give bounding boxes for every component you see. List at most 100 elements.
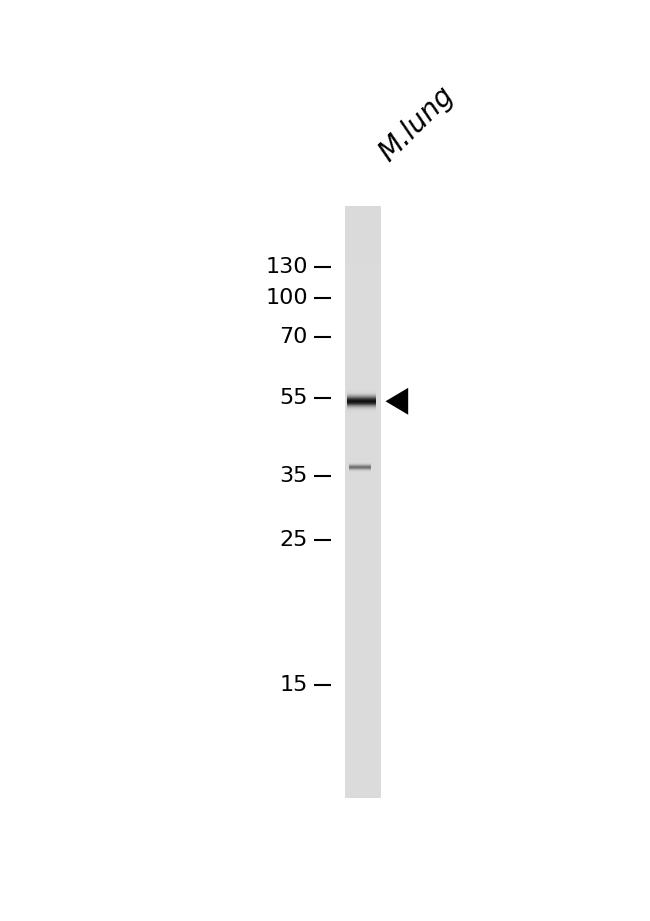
- Bar: [345, 374, 382, 376]
- Bar: [345, 505, 382, 507]
- Bar: [345, 753, 382, 755]
- Bar: [345, 507, 382, 508]
- Bar: [345, 220, 382, 222]
- Bar: [345, 597, 382, 599]
- Bar: [345, 474, 382, 477]
- Bar: [345, 234, 382, 236]
- Bar: [345, 694, 382, 695]
- Bar: [345, 692, 382, 694]
- Bar: [345, 471, 382, 472]
- Bar: [345, 542, 382, 543]
- Bar: [345, 759, 382, 761]
- Bar: [345, 358, 382, 360]
- Bar: [345, 726, 382, 728]
- Bar: [345, 408, 382, 410]
- Bar: [345, 676, 382, 678]
- Bar: [345, 417, 382, 419]
- Bar: [345, 265, 382, 267]
- Bar: [345, 368, 382, 370]
- Bar: [345, 376, 382, 378]
- Bar: [345, 543, 382, 546]
- Bar: [345, 567, 382, 569]
- Bar: [345, 757, 382, 759]
- Bar: [345, 439, 382, 441]
- Bar: [345, 367, 382, 368]
- Bar: [345, 341, 382, 343]
- Bar: [345, 281, 382, 284]
- Bar: [345, 263, 382, 265]
- Bar: [345, 331, 382, 332]
- Bar: [345, 528, 382, 530]
- Bar: [345, 787, 382, 788]
- Bar: [345, 522, 382, 524]
- Bar: [345, 729, 382, 731]
- Bar: [345, 615, 382, 617]
- Bar: [345, 797, 382, 799]
- Bar: [345, 684, 382, 686]
- Bar: [345, 536, 382, 538]
- Bar: [345, 548, 382, 550]
- Bar: [345, 792, 382, 795]
- Bar: [345, 512, 382, 514]
- Bar: [345, 733, 382, 735]
- Bar: [345, 550, 382, 552]
- Bar: [345, 322, 382, 325]
- Bar: [345, 479, 382, 481]
- Bar: [345, 274, 382, 275]
- Bar: [345, 378, 382, 380]
- Bar: [345, 215, 382, 216]
- Bar: [345, 502, 382, 505]
- Bar: [345, 253, 382, 256]
- Bar: [345, 795, 382, 797]
- Bar: [345, 588, 382, 589]
- Bar: [345, 498, 382, 500]
- Bar: [345, 236, 382, 238]
- Bar: [345, 481, 382, 483]
- Bar: [345, 483, 382, 484]
- Bar: [345, 248, 382, 250]
- Bar: [345, 382, 382, 384]
- Bar: [345, 396, 382, 398]
- Bar: [345, 303, 382, 305]
- Bar: [345, 486, 382, 488]
- Bar: [345, 414, 382, 415]
- Bar: [345, 469, 382, 471]
- Bar: [345, 447, 382, 449]
- Bar: [345, 682, 382, 684]
- Bar: [345, 307, 382, 309]
- Bar: [345, 773, 382, 775]
- Bar: [345, 459, 382, 460]
- Bar: [345, 714, 382, 716]
- Bar: [345, 275, 382, 277]
- Bar: [345, 262, 382, 263]
- Bar: [345, 224, 382, 226]
- Bar: [345, 728, 382, 729]
- Bar: [345, 593, 382, 595]
- Bar: [345, 540, 382, 542]
- Bar: [345, 398, 382, 400]
- Bar: [345, 208, 382, 210]
- Bar: [345, 635, 382, 636]
- Bar: [345, 445, 382, 447]
- Bar: [345, 244, 382, 246]
- Bar: [345, 431, 382, 433]
- Bar: [345, 776, 382, 778]
- Bar: [345, 516, 382, 519]
- Bar: [345, 652, 382, 654]
- Text: 35: 35: [280, 466, 308, 485]
- Bar: [345, 612, 382, 615]
- Bar: [345, 640, 382, 643]
- Bar: [345, 426, 382, 427]
- Bar: [345, 783, 382, 785]
- Bar: [345, 496, 382, 498]
- Bar: [345, 350, 382, 353]
- Bar: [345, 313, 382, 315]
- Bar: [345, 686, 382, 688]
- Bar: [345, 287, 382, 289]
- Bar: [345, 332, 382, 334]
- Bar: [345, 315, 382, 317]
- Bar: [345, 380, 382, 382]
- Bar: [345, 670, 382, 672]
- Polygon shape: [385, 388, 408, 414]
- Bar: [345, 329, 382, 331]
